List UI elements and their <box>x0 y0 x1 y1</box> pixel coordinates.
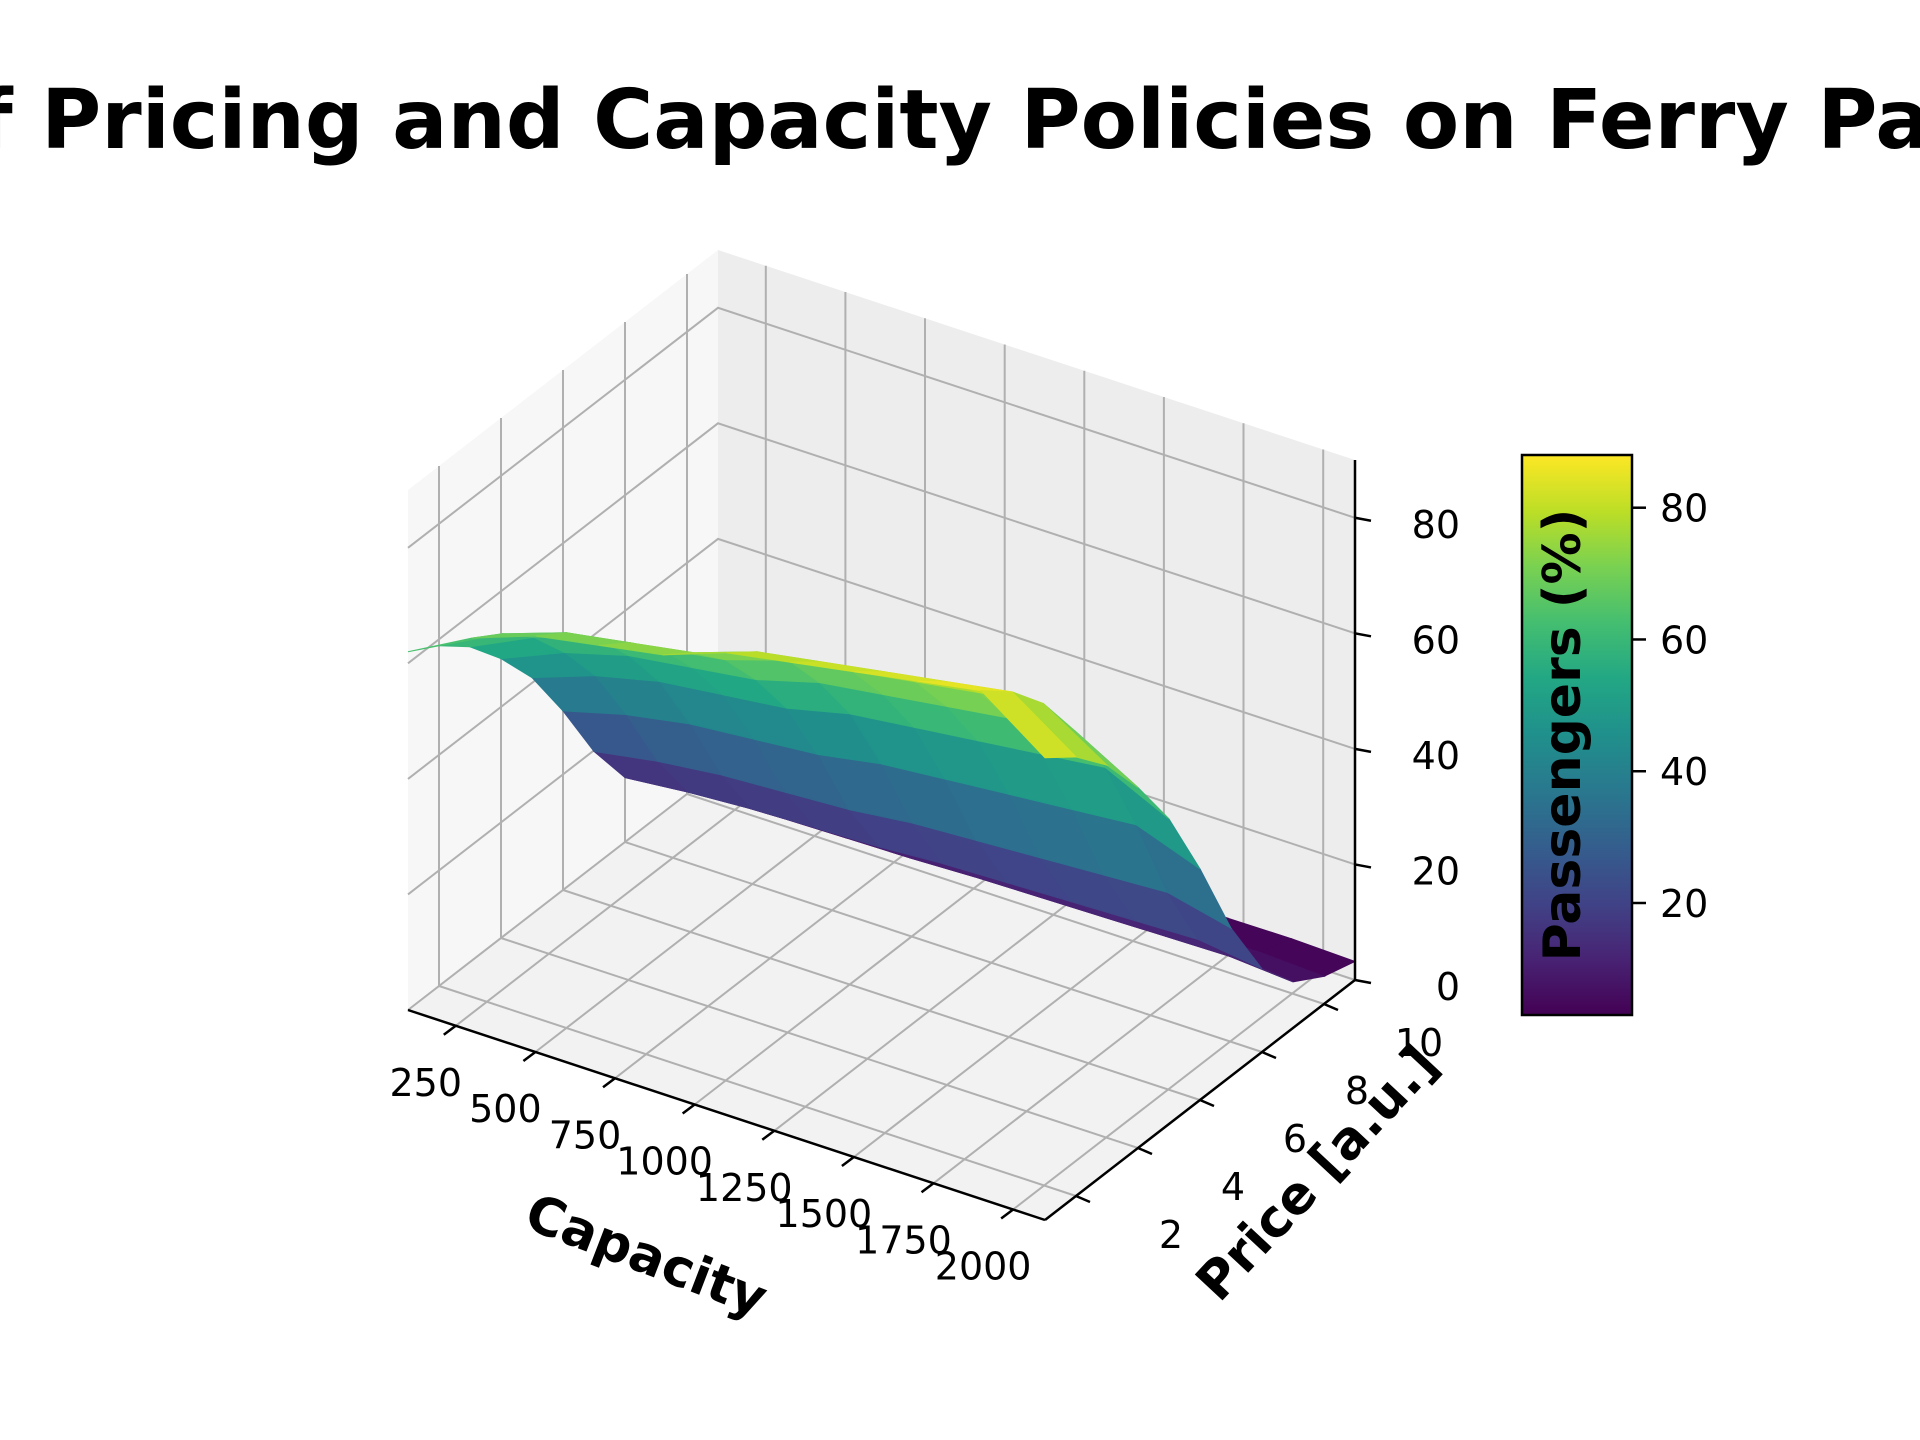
x-tick-label: 500 <box>469 1087 542 1131</box>
y-tick-mark <box>1199 1098 1215 1108</box>
x-tick-label: 2000 <box>935 1245 1032 1289</box>
grid-lines <box>407 265 1356 1211</box>
x-tick-label: 1750 <box>855 1218 952 1262</box>
chart-title: Impact of Pricing and Capacity Policies … <box>0 73 1920 168</box>
z-gridline <box>407 306 1356 549</box>
y-tick-label: 6 <box>1283 1117 1307 1161</box>
y-tick-mark <box>1323 1002 1339 1012</box>
x-axis-line <box>407 1008 1046 1222</box>
z-tick-mark <box>1354 632 1372 638</box>
x-tick-label: 750 <box>549 1113 622 1157</box>
z-tick-label: 60 <box>1412 618 1460 662</box>
surface <box>407 632 1357 983</box>
z-tick-mark <box>1354 747 1372 754</box>
x-tick-mark <box>841 1156 855 1167</box>
colorbar: 20 40 60 80 Passengers (%) <box>1520 453 1708 1017</box>
x-tick-mark <box>522 1051 537 1062</box>
colorbar-tick-label: 60 <box>1660 618 1708 662</box>
colorbar-tick-label: 20 <box>1660 882 1708 926</box>
z-tick-mark <box>1354 978 1372 985</box>
x-tick-label: 1500 <box>776 1192 873 1236</box>
x-tick-mark <box>920 1182 935 1194</box>
x-tick-mark <box>761 1129 776 1141</box>
colorbar-gradient <box>1520 453 1634 1017</box>
x-tick-mark <box>681 1103 696 1115</box>
y-tick-mark <box>1075 1194 1091 1204</box>
colorbar-tick-label: 80 <box>1660 487 1708 531</box>
colorbar-tick-label: 40 <box>1660 750 1708 794</box>
y-tick-label: 10 <box>1395 1021 1443 1065</box>
z-tick-label: 0 <box>1436 965 1460 1009</box>
z-tick-label: 20 <box>1412 849 1460 893</box>
z-tick-label: 80 <box>1412 503 1460 547</box>
colorbar-label: Passengers (%) <box>1533 509 1593 962</box>
z-gridline <box>407 422 1356 665</box>
x-tick-mark <box>602 1077 616 1089</box>
x-tick-mark <box>1000 1208 1014 1220</box>
y-tick-label: 2 <box>1159 1213 1183 1257</box>
y-tick-label: 4 <box>1221 1165 1245 1209</box>
z-tick-mark <box>1354 516 1372 523</box>
z-tick-mark <box>1354 863 1372 869</box>
y-tick-mark <box>1137 1146 1153 1156</box>
x-tick-label: 1000 <box>616 1140 713 1184</box>
x-tick-label: 250 <box>390 1061 463 1105</box>
z-gridline <box>407 537 1356 780</box>
y-tick-label: 8 <box>1345 1069 1369 1113</box>
z-tick-label: 40 <box>1412 734 1460 778</box>
surface-facet <box>980 690 1078 759</box>
x-tick-label: 1250 <box>696 1166 793 1210</box>
x-tick-mark <box>443 1024 457 1036</box>
z-ticks: 0 20 40 60 80 <box>1354 503 1460 1009</box>
y-tick-mark <box>1261 1050 1277 1060</box>
